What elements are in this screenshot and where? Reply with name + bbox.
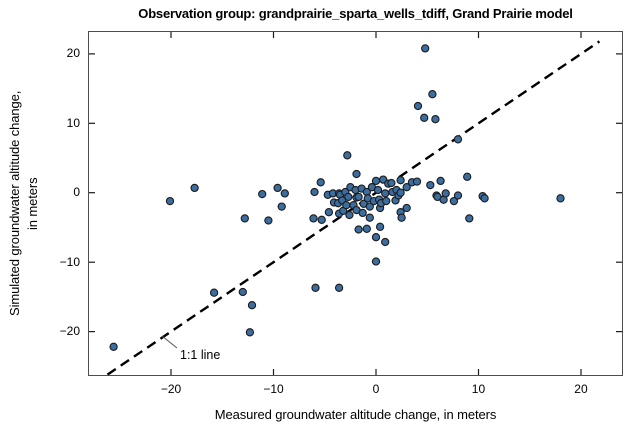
data-point: [421, 44, 430, 53]
y-tick-label: −10: [59, 254, 80, 269]
data-point: [209, 288, 219, 297]
data-point: [258, 189, 267, 199]
data-point: [362, 224, 371, 233]
axis-frame-layer: [88, 31, 623, 376]
data-point: [463, 172, 472, 181]
y-tick-label: 0: [73, 185, 80, 200]
x-tick-label: −20: [160, 382, 182, 396]
y-tick-label: 10: [66, 115, 80, 130]
data-point: [165, 196, 175, 206]
data-point: [365, 202, 374, 211]
data-point: [324, 208, 334, 217]
data-point: [352, 169, 361, 179]
data-point: [449, 196, 459, 206]
data-point: [428, 90, 437, 99]
data-point: [334, 283, 344, 292]
data-point: [413, 101, 423, 111]
plot-frame: [88, 31, 623, 376]
data-point: [371, 176, 381, 186]
data-point: [373, 185, 383, 195]
data-point: [453, 191, 463, 200]
chart-title: Observation group: grandprairie_sparta_w…: [138, 6, 573, 21]
data-point: [453, 135, 463, 144]
data-point: [245, 328, 255, 337]
y-axis-label-line1: Simulated groundwater altitude change,: [7, 90, 22, 317]
data-point: [310, 187, 319, 197]
data-point: [273, 183, 282, 193]
data-point: [240, 214, 249, 223]
data-point: [354, 225, 363, 234]
data-point: [365, 213, 374, 222]
data-point: [343, 151, 352, 160]
data-point: [420, 113, 429, 122]
x-tick-label: 20: [574, 382, 588, 396]
data-point: [316, 178, 325, 187]
data-point: [382, 196, 391, 206]
data-point: [344, 192, 353, 202]
data-point: [280, 189, 289, 198]
data-point: [354, 192, 363, 202]
plot-area: 1:1 line: [88, 31, 623, 376]
x-axis-label: Measured groundwater altitude change, in…: [214, 407, 497, 422]
x-tick-label: −10: [263, 382, 284, 396]
annotation-leader-line: [161, 335, 178, 349]
data-point: [387, 178, 396, 188]
data-point: [396, 188, 405, 197]
data-point: [381, 189, 390, 198]
data-point: [190, 183, 199, 193]
annotation-one-to-one-label: 1:1 line: [180, 348, 220, 362]
x-tick-label: 0: [372, 382, 380, 396]
x-tick-label: 10: [471, 382, 486, 396]
data-point: [311, 283, 320, 292]
data-point: [309, 214, 318, 223]
data-point: [426, 180, 435, 190]
y-tick-label: −20: [59, 324, 80, 339]
data-point: [277, 202, 286, 211]
data-point: [358, 208, 367, 218]
data-point: [412, 177, 422, 186]
data-point: [556, 194, 565, 203]
data-point: [436, 176, 445, 186]
data-point: [402, 183, 411, 192]
data-point: [247, 301, 257, 310]
data-point: [441, 189, 450, 198]
axis-ticks-layer: [88, 31, 623, 376]
data-point: [465, 214, 474, 223]
data-point: [431, 115, 440, 124]
data-point: [371, 233, 381, 242]
data-point: [402, 203, 411, 213]
data-point: [381, 237, 390, 247]
data-point: [238, 287, 247, 297]
y-tick-label: 20: [66, 46, 80, 61]
data-point: [371, 257, 381, 266]
data-point: [317, 215, 326, 224]
data-point: [345, 210, 354, 220]
data-point: [375, 222, 385, 231]
data-point: [396, 176, 405, 185]
data-point: [342, 201, 351, 210]
data-point: [264, 216, 273, 225]
data-point: [480, 194, 489, 203]
data-point: [109, 342, 118, 351]
data-point: [397, 213, 406, 222]
scatter-points-layer: [109, 44, 565, 351]
